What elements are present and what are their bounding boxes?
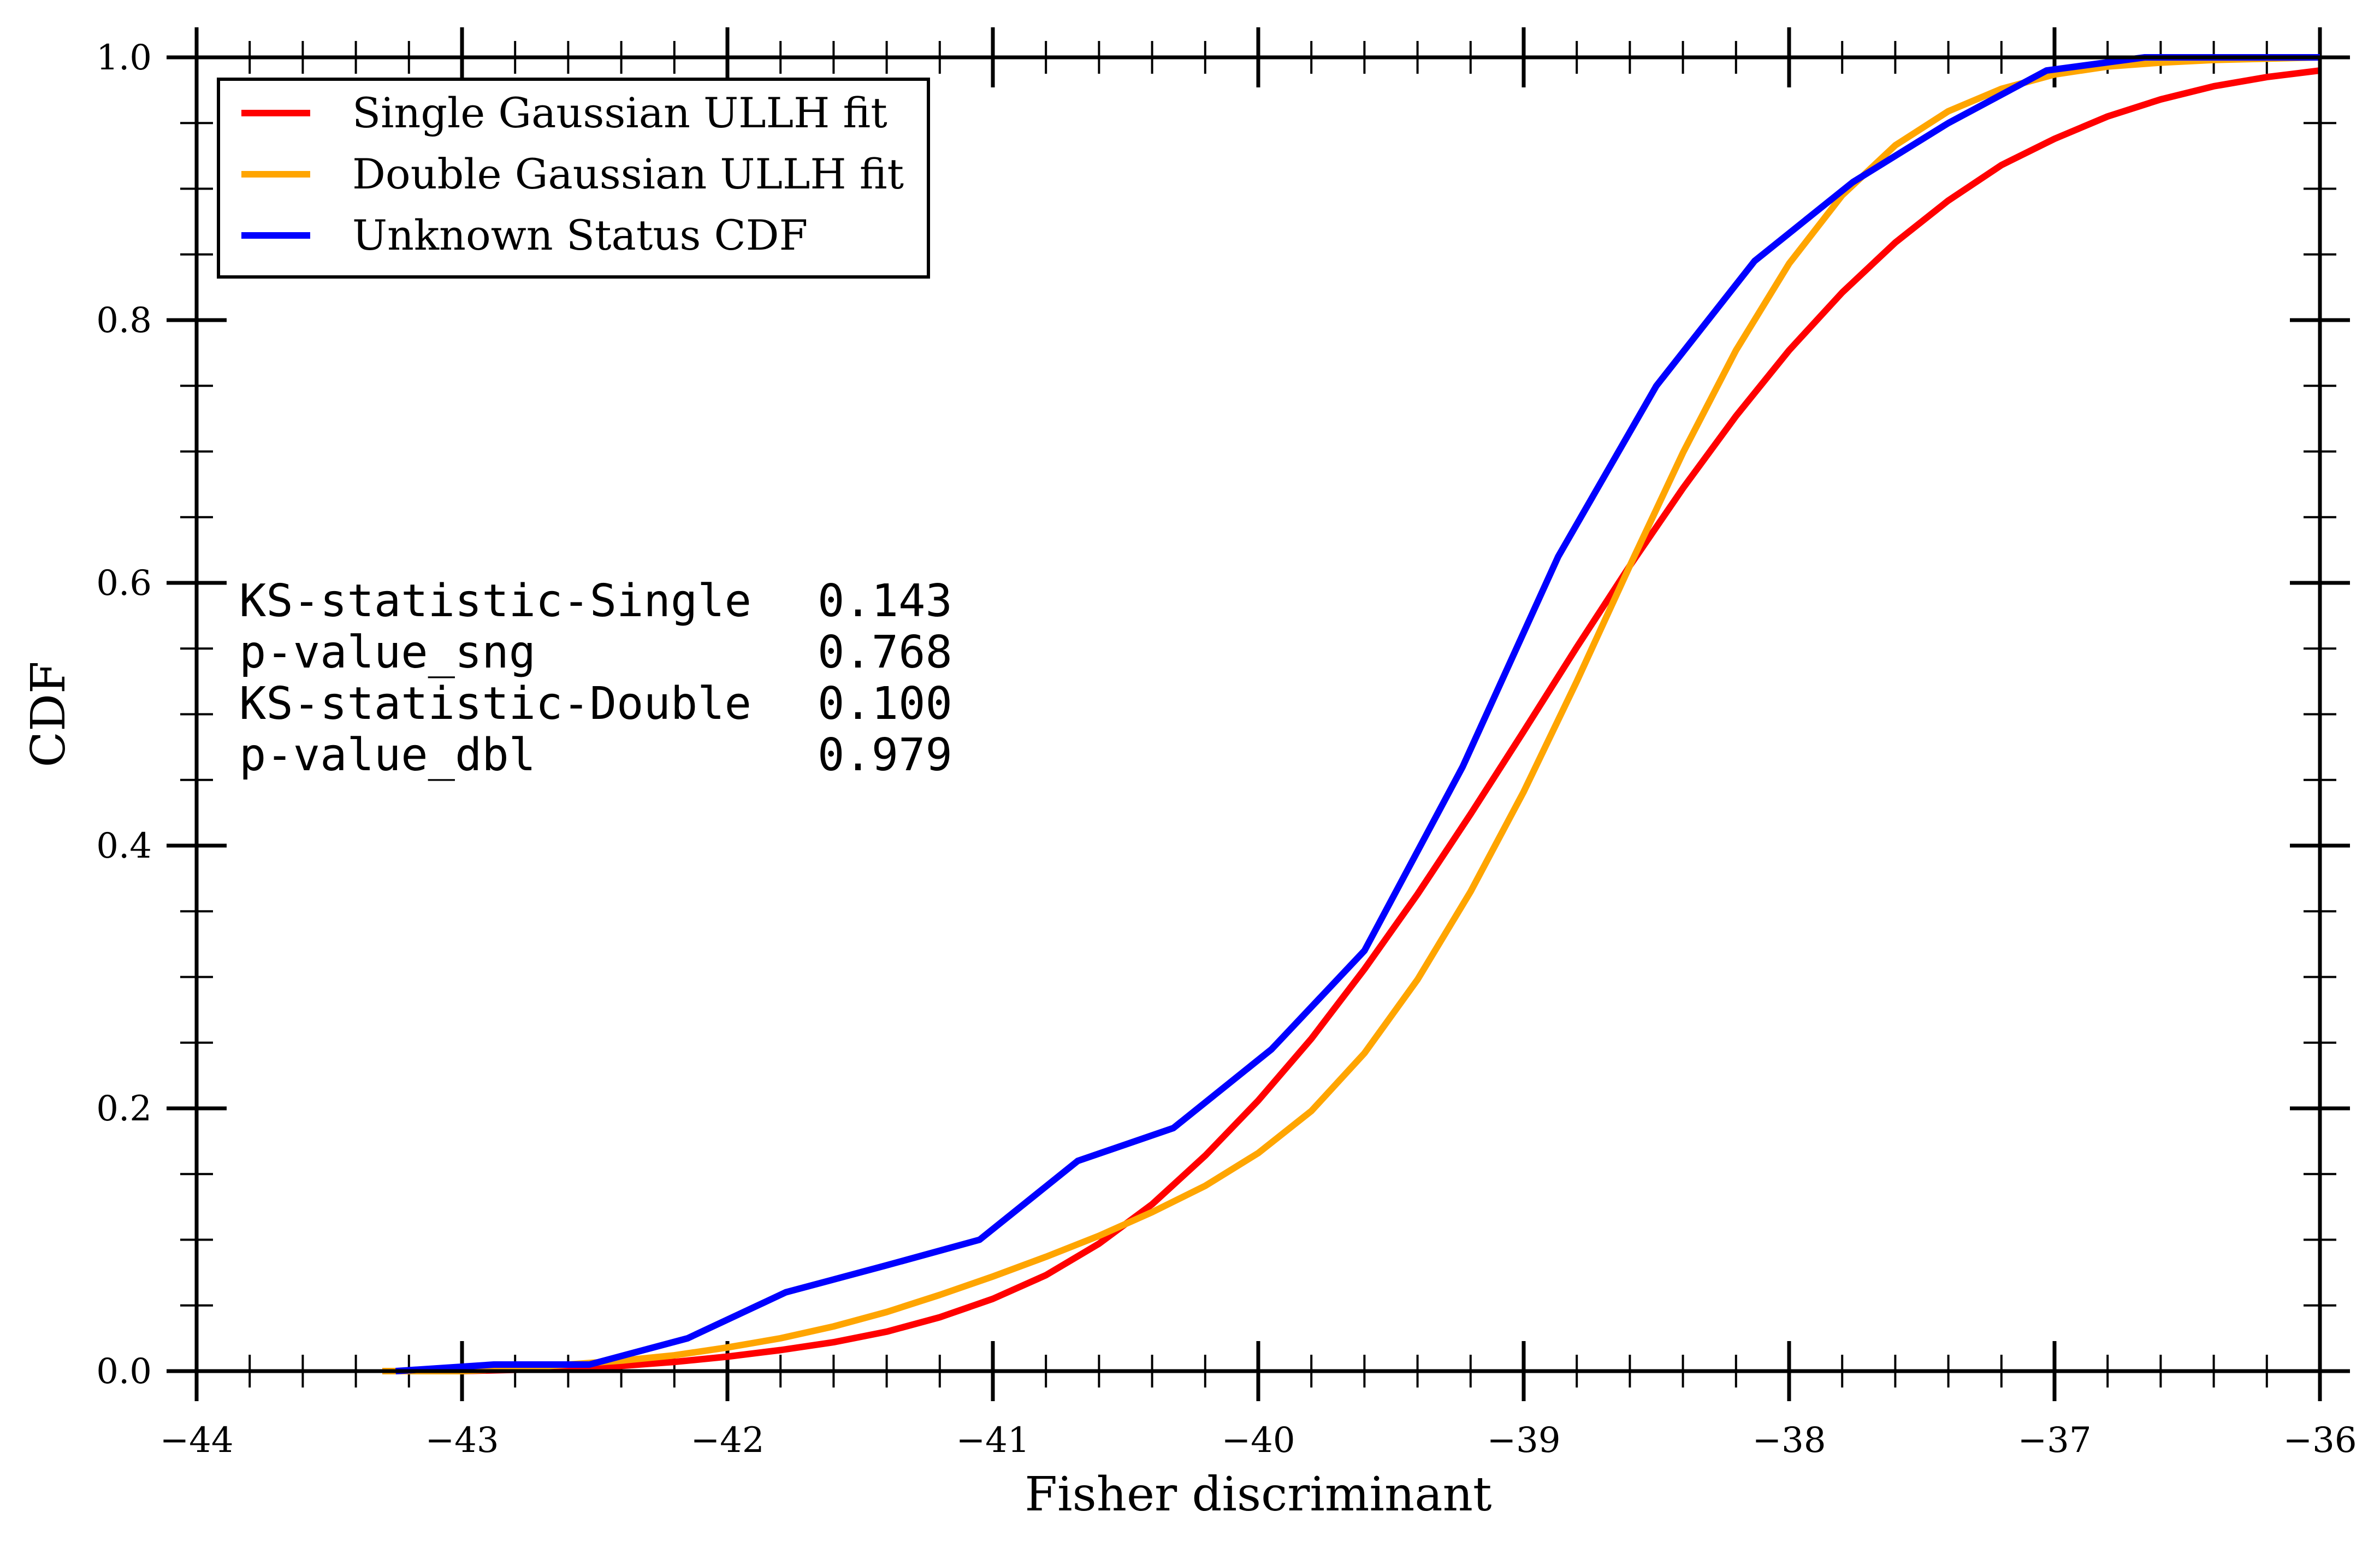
annotation-label: KS-statistic-Double (239, 678, 751, 730)
annotation-label: KS-statistic-Single (239, 575, 751, 627)
y-tick-label: 0.2 (96, 1089, 152, 1129)
legend-label: Single Gaussian ULLH fit (352, 88, 887, 137)
annotation-value: 0.143 (818, 575, 952, 627)
x-tick-label: −44 (159, 1420, 233, 1461)
annotation-value: 0.100 (818, 678, 952, 730)
y-tick-label: 0.6 (96, 563, 152, 604)
x-axis-label: Fisher discriminant (1025, 1467, 1491, 1522)
x-tick-label: −43 (425, 1420, 499, 1461)
y-tick-label: 0.4 (96, 826, 152, 866)
annotation-label: p-value_sng (239, 627, 536, 678)
x-tick-label: −36 (2283, 1420, 2357, 1461)
legend-box (217, 78, 930, 279)
legend: Single Gaussian ULLH fit Double Gaussian … (217, 78, 930, 279)
annotation-value: 0.768 (818, 627, 952, 678)
series-line-3 (395, 54, 2320, 1374)
series-line-2 (382, 54, 2320, 1374)
x-tick-label: −42 (690, 1420, 764, 1461)
x-tick-label: −40 (1221, 1420, 1295, 1461)
legend-label: Unknown Status CDF (352, 211, 808, 259)
tick-labels: −44 −43 −42 −41 −40 −39 −38 −37 −36 0.0 0.2 0.4 0.6 0… (96, 38, 2357, 1461)
y-tick-label: 1.0 (96, 38, 152, 78)
legend-label: Double Gaussian ULLH fit (352, 150, 904, 198)
x-tick-label: −39 (1487, 1420, 1560, 1461)
series-line-1 (382, 67, 2320, 1374)
plot-frame (194, 55, 2322, 1373)
x-tick-label: −37 (2017, 1420, 2091, 1461)
ks-statistics-annotation: KS-statistic-Single 0.143 p-value_sng 0.768… (239, 575, 952, 781)
annotation-value: 0.979 (818, 729, 952, 781)
y-tick-label: 0.0 (96, 1351, 152, 1392)
series-lines (382, 54, 2320, 1374)
x-tick-label: −38 (1752, 1420, 1826, 1461)
x-tick-label: −41 (956, 1420, 1029, 1461)
annotation-label: p-value_dbl (239, 729, 536, 781)
y-tick-label: 0.8 (96, 300, 152, 341)
y-axis-label: CDF (21, 661, 76, 767)
